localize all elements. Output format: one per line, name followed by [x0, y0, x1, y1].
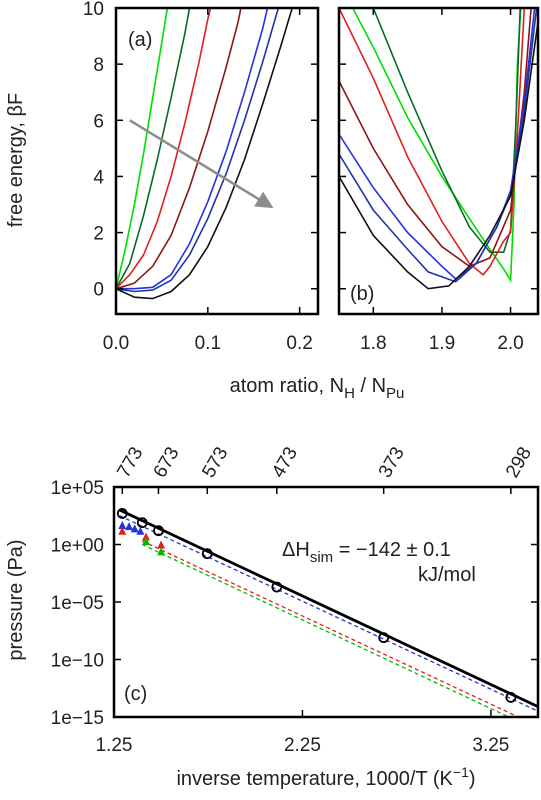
panel-b-x-tick-label: 1.8 [360, 333, 386, 354]
panel-c: 1.25 2.25 3.25 1e+05 1e+00 1e−05 1e−10 1e−15 773… [51, 444, 540, 756]
panel-c-y-tick-label: 1e+05 [51, 478, 104, 499]
colored-marker [157, 540, 166, 549]
panel-c-label: (c) [124, 683, 147, 705]
enthalpy-annotation-main: ΔH [282, 539, 310, 561]
bottom-x-axis-title: inverse temperature, 1000/T (K−1) [176, 764, 475, 790]
data-point [136, 517, 148, 529]
colored-marker [142, 532, 151, 541]
dashed-fit-line [141, 540, 520, 717]
panel-c-top-tick-label: 773 [113, 444, 147, 482]
panel-c-frame [112, 485, 540, 719]
data-point [505, 692, 517, 703]
top-x-axis-title-main: atom ratio, N [230, 375, 344, 397]
data-point [271, 581, 283, 593]
panel-b: 1.8 1.9 2.0 (b) [337, 6, 540, 354]
colored-marker [118, 526, 127, 535]
panel-a-y-tick-label: 4 [93, 167, 104, 188]
panel-a-y-tick-label: 2 [93, 224, 104, 245]
enthalpy-annotation-sub: sim [310, 549, 333, 566]
colored-marker [157, 547, 166, 556]
solid-fit-line [119, 508, 538, 708]
bottom-x-axis-title-main: inverse temperature, 1000/T (K [176, 768, 453, 790]
dashed-fit-line [119, 515, 538, 712]
panel-c-top-tick-label: 373 [375, 444, 409, 482]
colored-marker [130, 524, 139, 533]
panel-c-top-tick-label: 473 [268, 444, 302, 482]
panel-a-series-line [116, 8, 191, 290]
panel-a-series [116, 8, 294, 300]
top-x-axis-title-sub-pu: Pu [386, 385, 404, 402]
panel-c-top-tick-label: 573 [198, 444, 232, 482]
enthalpy-annotation-value: = −142 ± 0.1 [333, 539, 451, 561]
data-point [153, 525, 164, 537]
dashed-fit-line [141, 543, 511, 717]
panel-c-x-tick-label: 3.25 [472, 735, 509, 756]
panel-a-frame [114, 6, 320, 316]
panel-b-label: (b) [350, 283, 374, 305]
panel-b-series-line [372, 8, 521, 253]
panel-a-series-line [116, 8, 169, 289]
panel-b-frame [337, 6, 540, 316]
enthalpy-annotation-units: kJ/mol [418, 564, 476, 586]
panel-c-series [116, 508, 538, 717]
top-x-axis-title-sep: / N [355, 375, 386, 397]
colored-marker [125, 522, 134, 531]
panel-a-y-tick-label: 10 [83, 0, 104, 20]
colored-marker [136, 526, 145, 535]
bottom-x-axis-title-close: ) [469, 768, 476, 790]
panel-c-y-tick-label: 1e−10 [51, 651, 104, 672]
panel-a-y-tick-label: 8 [93, 55, 104, 76]
panel-a-ticks: 0.0 0.1 0.2 0 2 4 6 8 10 [83, 0, 318, 354]
panel-a-label: (a) [128, 29, 152, 51]
panel-a-series-line [116, 8, 280, 293]
data-point [201, 548, 213, 560]
panel-b-ticks: 1.8 1.9 2.0 [339, 7, 538, 354]
panel-b-series-line [339, 8, 536, 280]
bottom-x-axis-title-sup: −1 [453, 764, 469, 780]
panel-c-y-tick-label: 1e−15 [51, 708, 104, 729]
panel-a: 0.0 0.1 0.2 0 2 4 6 8 10 (a) [83, 0, 320, 354]
panel-a-series-line [116, 8, 294, 300]
bottom-y-axis-title: pressure (Pa) [5, 539, 27, 660]
panel-a-series-line [116, 8, 269, 290]
top-x-axis-title-sub-h: H [344, 385, 355, 402]
panel-a-y-tick-label: 0 [93, 280, 104, 301]
panel-c-top-tick-label: 673 [150, 444, 184, 482]
panel-c-x-tick-label: 1.25 [96, 735, 133, 756]
data-point [378, 632, 390, 644]
panel-b-series-line [339, 21, 538, 290]
trend-arrow [129, 119, 274, 209]
panel-b-x-tick-label: 1.9 [429, 333, 455, 354]
panel-b-series-line [339, 8, 538, 283]
colored-marker [142, 537, 151, 546]
panel-b-series [339, 8, 538, 290]
data-point [116, 508, 128, 519]
enthalpy-annotation: ΔHsim = −142 ± 0.1 [282, 539, 451, 566]
panel-a-series-line [116, 8, 212, 290]
panel-a-x-tick-label: 0.0 [103, 333, 129, 354]
colored-marker [118, 520, 127, 529]
panel-b-series-line [339, 8, 526, 276]
panel-c-x-tick-label: 2.25 [284, 735, 321, 756]
panel-a-y-tick-label: 6 [93, 111, 104, 132]
panel-c-y-tick-label: 1e+00 [51, 536, 104, 557]
top-x-axis-title: atom ratio, NH / NPu [230, 375, 405, 402]
panel-c-top-tick-label: 298 [502, 444, 536, 482]
panel-b-x-tick-label: 2.0 [497, 333, 523, 354]
panel-a-x-tick-label: 0.1 [195, 333, 221, 354]
panel-c-ticks: 1.25 2.25 3.25 1e+05 1e+00 1e−05 1e−10 1e−15 773… [51, 444, 538, 756]
top-y-axis-title: free energy, βF [5, 93, 27, 228]
panel-a-series-line [116, 8, 242, 290]
panel-c-y-tick-label: 1e−05 [51, 593, 104, 614]
panel-a-x-tick-label: 0.2 [286, 333, 312, 354]
